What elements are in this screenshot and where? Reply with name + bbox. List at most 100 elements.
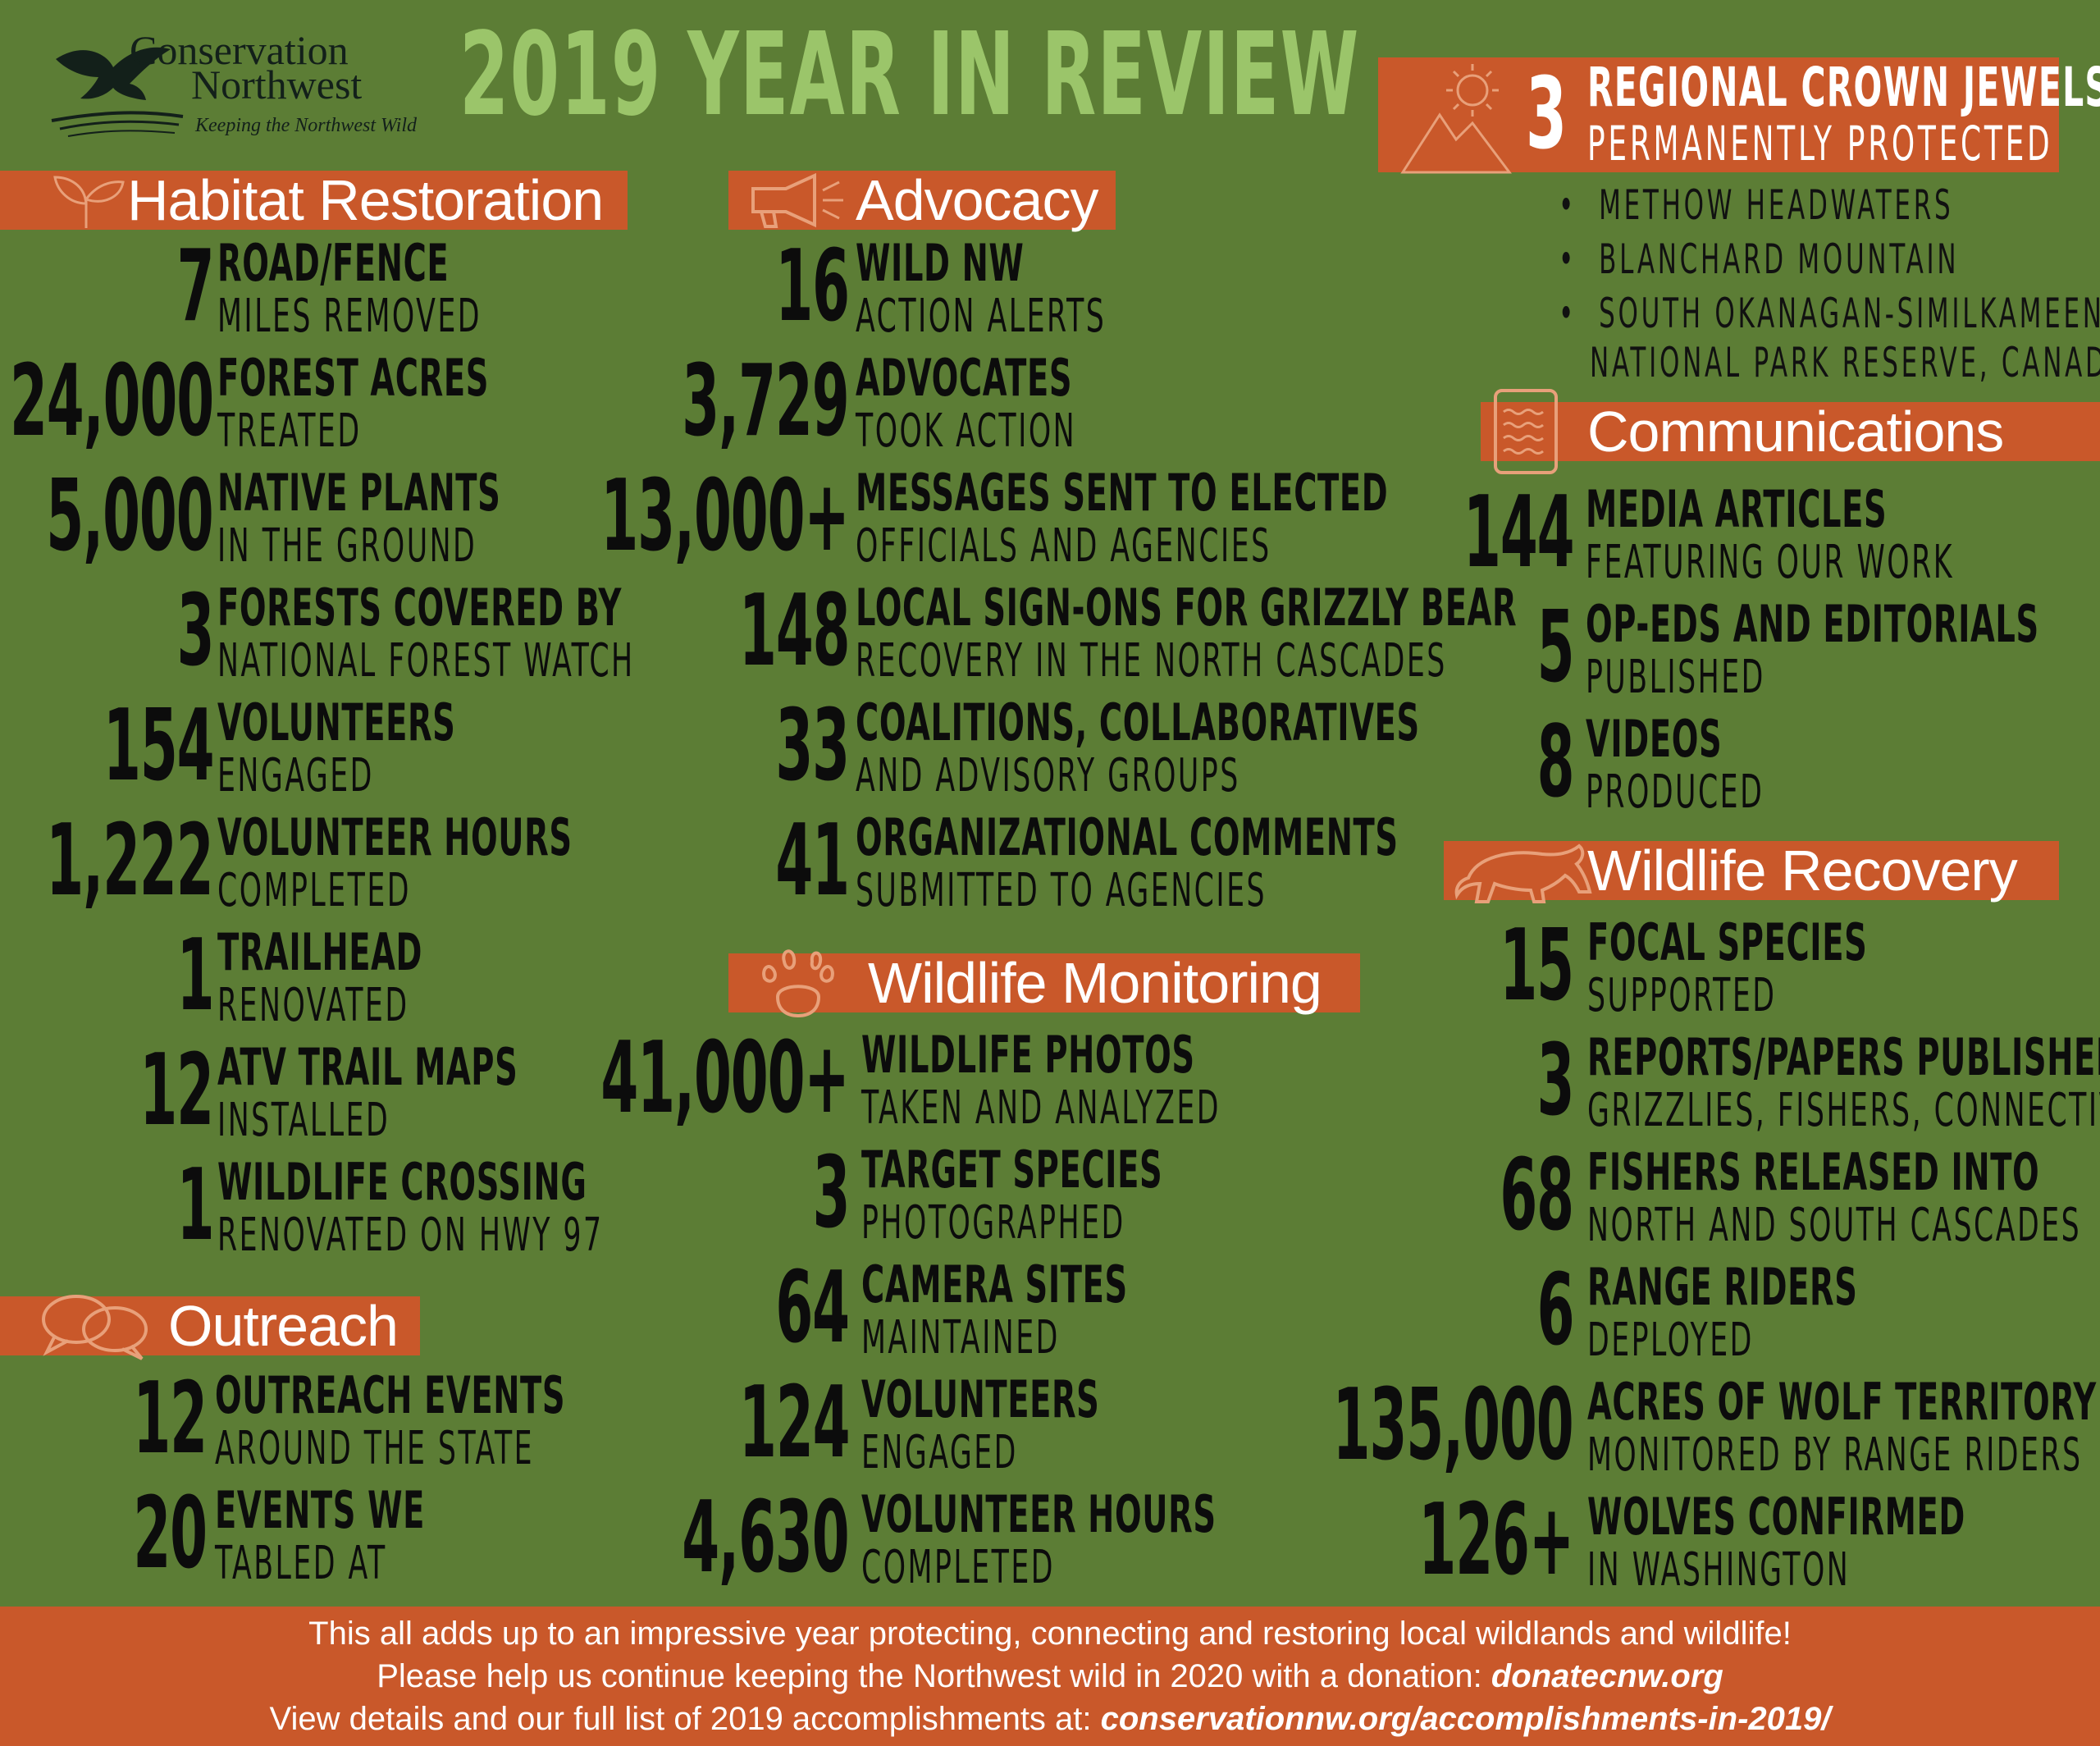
page-title: 2019 YEAR IN REVIEW: [459, 8, 1360, 142]
stat-label: FOREST ACRES: [217, 348, 490, 408]
stat-label: MESSAGES SENT TO ELECTED: [856, 463, 1389, 523]
speech-bubbles-icon: [42, 1295, 148, 1360]
logo-tagline: Keeping the Northwest Wild: [195, 115, 417, 136]
list-item: • BLANCHARD MOUNTAIN: [1559, 235, 1960, 283]
stat-number: 6: [1536, 1254, 1574, 1368]
stat-number: 124: [738, 1366, 851, 1480]
stat-sublabel: RENOVATED: [217, 979, 409, 1032]
stat-label: OP-EDS AND EDITORIALS: [1586, 594, 2039, 654]
stat-label: ORGANIZATIONAL COMMENTS: [856, 807, 1399, 867]
stat-sublabel: SUPPORTED: [1587, 969, 1777, 1022]
stat-number: 3: [812, 1136, 850, 1250]
stat-sublabel: GRIZZLIES, FISHERS, CONNECTIVITY: [1587, 1084, 2100, 1137]
stat-label: REPORTS/PAPERS PUBLISHED: [1587, 1027, 2100, 1087]
eagle-icon: [51, 47, 184, 137]
stat-label: TRAILHEAD: [217, 922, 423, 982]
communications-section-title: Communications: [1587, 400, 2004, 464]
stat-label: VIDEOS: [1586, 709, 1723, 769]
advocacy-section-header: Advocacy: [728, 171, 1116, 230]
stat-sublabel: OFFICIALS AND AGENCIES: [856, 519, 1271, 573]
stat-label: LOCAL SIGN-ONS FOR GRIZZLY BEAR: [856, 578, 1518, 638]
stat-number: 41: [775, 804, 850, 918]
stat-label: RANGE RIDERS: [1587, 1257, 1858, 1317]
stat-number: 1,222: [46, 804, 214, 918]
stat-label: VOLUNTEERS: [861, 1369, 1100, 1429]
stat-label: ATV TRAIL MAPS: [217, 1037, 518, 1097]
stat-sublabel: FEATURING OUR WORK: [1586, 536, 1954, 589]
stat-label: CAMERA SITES: [861, 1255, 1128, 1314]
footer: This all adds up to an impressive year p…: [0, 1607, 2100, 1746]
stat-number: 144: [1463, 476, 1575, 590]
stat-number: 15: [1500, 909, 1574, 1023]
footer-line2: Please help us continue keeping the Nort…: [377, 1658, 1723, 1694]
stat-sublabel: IN WASHINGTON: [1587, 1543, 1851, 1597]
stat-number: 1: [176, 1149, 214, 1263]
crown-jewels-number: 3: [1526, 57, 1568, 171]
stat-sublabel: MILES REMOVED: [217, 290, 482, 343]
megaphone-icon: [751, 172, 843, 228]
stat-sublabel: ACTION ALERTS: [856, 290, 1107, 343]
stat-label: FORESTS COVERED BY: [217, 578, 622, 638]
stat-label: MEDIA ARTICLES: [1586, 479, 1888, 539]
stat-sublabel: RECOVERY IN THE NORTH CASCADES: [856, 634, 1447, 688]
stat-label: COALITIONS, COLLABORATIVES: [856, 692, 1420, 752]
stat-number: 64: [775, 1251, 850, 1365]
list-item: • METHOW HEADWATERS: [1559, 181, 1954, 229]
donate-link[interactable]: donatecnw.org: [1491, 1658, 1723, 1694]
cougar-icon: [1454, 843, 1592, 903]
stat-label: FOCAL SPECIES: [1587, 912, 1868, 972]
accomplishments-link[interactable]: conservationnw.org/accomplishments-in-20…: [1100, 1701, 1831, 1737]
stat-sublabel: AND ADVISORY GROUPS: [856, 749, 1240, 802]
stat-label: WOLVES CONFIRMED: [1587, 1487, 1965, 1547]
stat-number: 3,729: [682, 345, 850, 459]
stat-label: ACRES OF WOLF TERRITORY: [1587, 1372, 2097, 1432]
sprout-icon: [53, 176, 125, 228]
stat-sublabel: PHOTOGRAPHED: [861, 1196, 1125, 1250]
stat-label: TARGET SPECIES: [861, 1140, 1163, 1200]
outreach-section-title: Outreach: [168, 1294, 399, 1358]
monitoring-section-title: Wildlife Monitoring: [868, 951, 1322, 1015]
stat-number: 3: [176, 574, 214, 688]
logo: Conservation Northwest Keeping the North…: [48, 26, 441, 149]
recovery-section-title: Wildlife Recovery: [1587, 839, 2018, 903]
stat-sublabel: PRODUCED: [1586, 766, 1764, 819]
communications-section-header: Communications: [1481, 389, 2100, 474]
stat-number: 13,000+: [600, 459, 850, 574]
stat-sublabel: MONITORED BY RANGE RIDERS: [1587, 1428, 2083, 1482]
stat-number: 68: [1500, 1139, 1574, 1253]
stat-sublabel: RENOVATED ON HWY 97: [217, 1209, 604, 1262]
notepad-icon: [1494, 389, 1558, 474]
stat-number: 1: [176, 919, 214, 1033]
stat-sublabel: COMPLETED: [217, 864, 411, 917]
stat-number: 12: [139, 1034, 214, 1148]
stat-label: EVENTS WE: [215, 1480, 425, 1540]
footer-line1: This all adds up to an impressive year p…: [308, 1616, 1792, 1652]
list-item: • SOUTH OKANAGAN-SIMILKAMEEN: [1559, 290, 2100, 337]
stat-number: 33: [775, 689, 850, 803]
stat-sublabel: MAINTAINED: [861, 1311, 1060, 1364]
stat-number: 3: [1536, 1024, 1574, 1138]
list-item: NATIONAL PARK RESERVE, CANADA: [1590, 339, 2100, 386]
stat-number: 5,000: [46, 459, 214, 574]
stat-sublabel: TOOK ACTION: [856, 405, 1077, 458]
stat-sublabel: NORTH AND SOUTH CASCADES: [1587, 1199, 2082, 1252]
stat-sublabel: DEPLOYED: [1587, 1314, 1754, 1367]
stat-label: FISHERS RELEASED INTO: [1587, 1142, 2040, 1202]
paw-print-icon: [762, 949, 834, 1018]
habitat-section-header: Habitat Restoration: [0, 171, 628, 230]
stat-sublabel: SUBMITTED TO AGENCIES: [856, 864, 1267, 917]
stat-number: 7: [176, 230, 214, 344]
stat-sublabel: ENGAGED: [217, 749, 374, 802]
stat-sublabel: AROUND THE STATE: [215, 1422, 535, 1475]
footer-line3: View details and our full list of 2019 a…: [269, 1701, 1831, 1737]
stat-label: WILDLIFE CROSSING: [217, 1152, 587, 1212]
stat-sublabel: NATIONAL FOREST WATCH: [217, 634, 635, 688]
stat-number: 5: [1536, 591, 1574, 705]
crown-jewels-banner: [1378, 57, 2059, 172]
stat-number: 135,000: [1333, 1369, 1574, 1483]
stat-sublabel: COMPLETED: [861, 1541, 1055, 1594]
logo-name-line1: Conservation: [130, 27, 349, 73]
recovery-section-header: Wildlife Recovery: [1444, 839, 2059, 903]
mountain-sun-icon: [1400, 64, 1512, 174]
stat-sublabel: ENGAGED: [861, 1426, 1018, 1479]
